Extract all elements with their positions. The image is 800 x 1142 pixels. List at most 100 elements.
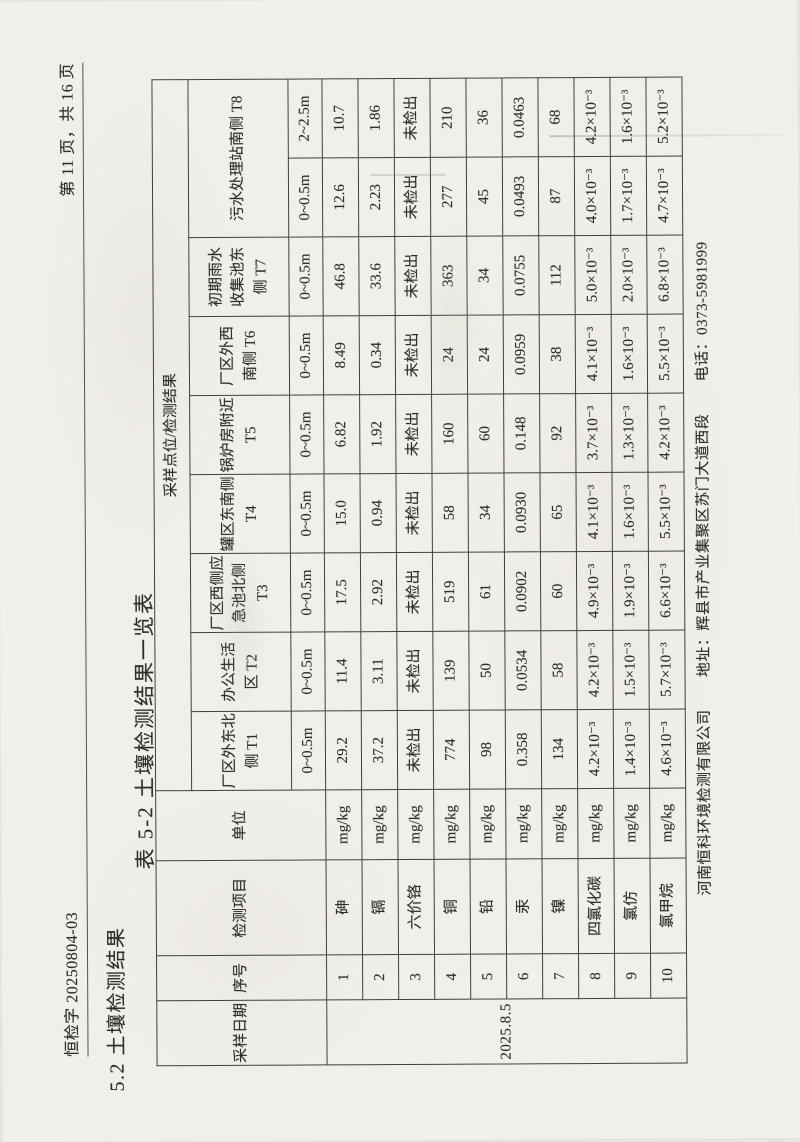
item-name: 汞 [506,858,543,954]
report-number: 恒检字 20250804-03 [63,911,82,1057]
value-cell: 0.358 [505,709,542,789]
page-footer: 河南恒科环境检测有限公司 地址：辉县市产业集聚区苏门大道西段 电话：0373-5… [689,0,716,1138]
value-cell: 92 [539,393,576,473]
value-cell: 0.0755 [502,235,540,315]
value-cell: 1.9×10⁻³ [612,551,649,631]
sample-date-cell: 2025.8.5 [326,998,688,1065]
value-cell: 87 [538,156,575,236]
section-heading: 5.2 土壤检测结果 [105,926,129,1092]
value-cell: 6.82 [323,394,360,474]
unit-cell: mg/kg [433,789,471,860]
value-cell: 2.92 [360,552,397,632]
value-cell: 38 [539,314,576,394]
value-cell: 58 [431,473,469,553]
value-cell: 6.8×10⁻³ [646,235,684,315]
value-cell: 5.5×10⁻³ [647,314,684,394]
row-no: 4 [434,954,471,1000]
value-cell: 774 [433,710,470,790]
scan-smudge [418,219,490,440]
depth-header: 0~0.5m [290,631,326,712]
value-cell: 46.8 [322,236,360,316]
row-no: 1 [326,954,363,1000]
left-header-3: 单位 [155,789,327,861]
value-cell: 4.6×10⁻³ [649,709,686,789]
value-cell: 0.0493 [502,156,539,236]
value-cell: 未检出 [393,78,431,158]
data-row: 6 汞 mg/kg 0.358 0.0534 0.0902 0.0930 0.148 0.095… [501,77,543,1064]
data-row: 3 六价铬 mg/kg 未检出 未检出 未检出 未检出 未检出 未检出 未检出 未检出 未检出 [393,78,435,1064]
value-cell: 11.4 [324,631,362,711]
value-cell: 1.6×10⁻³ [611,314,648,394]
value-cell: 未检出 [397,710,434,790]
value-cell: 15.0 [323,473,361,553]
value-cell: 未检出 [395,473,433,553]
value-cell: 33.6 [358,236,396,316]
value-cell: 1.5×10⁻³ [612,630,650,710]
value-cell: 17.5 [324,552,361,632]
value-cell: 0.34 [359,315,396,395]
header-row-main: 采样日期 序号 检测项目 单位 采样点位/检测结果 [151,79,328,1066]
value-cell: 65 [539,472,577,552]
data-row: 9 氯仿 mg/kg 1.4×10⁻³ 1.5×10⁻³ 1.9×10⁻³ 1.6×10⁻³… [609,77,651,1063]
point-header: 厂区外西 南侧 T6 [189,316,290,396]
value-cell: 3.11 [360,631,398,711]
value-cell: 2.23 [358,157,395,237]
point-header: 初期雨水 收集池东 侧 T7 [188,237,290,317]
footer-phone: 电话：0373-5981999 [694,241,712,382]
value-cell: 4.1×10⁻³ [575,314,612,394]
item-name: 镉 [362,859,399,955]
value-cell: 4.0×10⁻³ [574,156,611,236]
footer-company: 河南恒科环境检测有限公司 [696,709,714,896]
value-cell: 1.7×10⁻³ [610,156,647,236]
point-header: 污水处理站南侧 T8 [187,79,289,238]
value-cell: 未检出 [394,157,431,237]
value-cell: 12.6 [322,157,359,237]
value-cell: 1.6×10⁻³ [609,77,647,157]
footer-address: 地址：辉县市产业集聚区苏门大道西段 [695,413,713,678]
value-cell: 10.7 [321,78,359,158]
value-cell: 29.2 [325,710,362,790]
left-header-1: 序号 [156,954,327,1001]
depth-header: 0~0.5m [289,315,324,396]
row-no: 7 [542,953,579,999]
value-cell: 1.4×10⁻³ [613,709,650,789]
value-cell: 0.94 [359,473,397,553]
value-cell: 68 [537,77,575,157]
page-header-rule: 恒检字 20250804-03 第 11 页，共 16 页 [53,62,89,1057]
depth-header: 0~0.5m [290,552,325,633]
unit-cell: mg/kg [505,788,543,859]
data-row: 2 镉 mg/kg 37.2 3.11 2.92 0.94 1.92 0.34 33.6 2.23 1… [357,78,399,1064]
value-cell: 45 [466,156,503,237]
unit-cell: mg/kg [541,788,579,859]
value-cell: 4.2×10⁻³ [573,77,611,157]
row-no: 6 [506,953,543,999]
value-cell: 0.0930 [503,472,541,552]
unit-cell: mg/kg [649,788,687,859]
value-cell: 0.148 [503,393,540,473]
value-cell: 1.6×10⁻³ [611,472,649,552]
item-name: 氯仿 [614,858,651,954]
unit-cell: mg/kg [469,788,507,860]
value-cell: 4.9×10⁻³ [576,551,613,631]
row-no: 5 [470,953,507,1000]
row-no: 10 [650,953,687,999]
value-cell: 1.86 [357,78,395,158]
value-cell: 2.0×10⁻³ [610,235,648,315]
left-header-2: 检测项目 [156,859,327,956]
value-cell: 60 [540,551,577,631]
value-cell: 36 [465,77,503,158]
value-cell: 37.2 [361,710,398,790]
value-cell: 98 [469,709,506,790]
value-cell: 未检出 [395,394,432,474]
value-cell: 6.6×10⁻³ [648,551,685,631]
data-row: 8 四氯化碳 mg/kg 4.2×10⁻³ 4.2×10⁻³ 4.9×10⁻³ 4.1×10… [573,77,615,1063]
value-cell: 1.92 [359,394,396,474]
left-header-0: 采样日期 [156,999,328,1066]
value-cell: 4.2×10⁻³ [647,393,684,473]
data-row: 2025.8.5 1 砷 mg/kg 29.2 11.4 17.5 15.0 6.82 8.49 4… [321,78,688,1065]
item-name: 氯甲烷 [650,858,687,954]
row-no: 2 [362,954,399,1000]
value-cell: 139 [432,631,470,711]
depth-header: 0~0.5m [288,236,324,317]
value-cell: 61 [468,551,505,632]
